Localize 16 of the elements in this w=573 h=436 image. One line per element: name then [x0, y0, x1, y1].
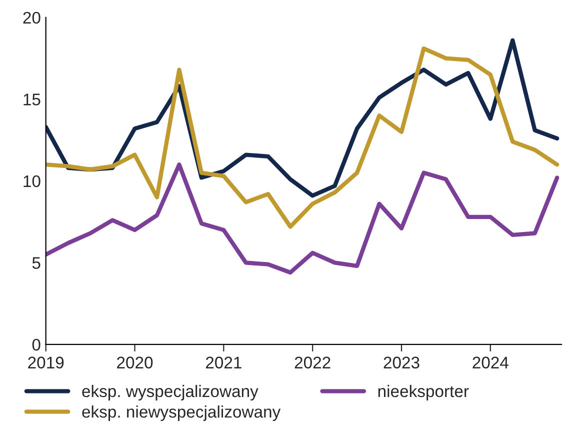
x-tick-label: 2020 — [117, 356, 153, 368]
y-tick-label: 15 — [24, 94, 40, 106]
line-series — [46, 162, 560, 275]
y-tick-label: 5 — [32, 257, 40, 269]
legend-label: eksp. wyspecjalizowany — [82, 384, 258, 400]
x-tick-label: 2023 — [384, 356, 420, 368]
x-tick-label: 2024 — [472, 356, 508, 368]
y-tick-label: 20 — [23, 12, 40, 24]
x-tick-label: 2022 — [294, 356, 330, 368]
x-tick-label: 2019 — [28, 356, 64, 368]
x-tick-label: 2021 — [206, 356, 242, 368]
y-tick-label: 10 — [24, 175, 40, 188]
legend-label: nieeksporter — [378, 384, 469, 400]
y-tick-label: 0 — [32, 338, 40, 351]
legend-label: eksp. niewyspecjalizowany — [82, 405, 281, 421]
line-series — [46, 46, 560, 229]
